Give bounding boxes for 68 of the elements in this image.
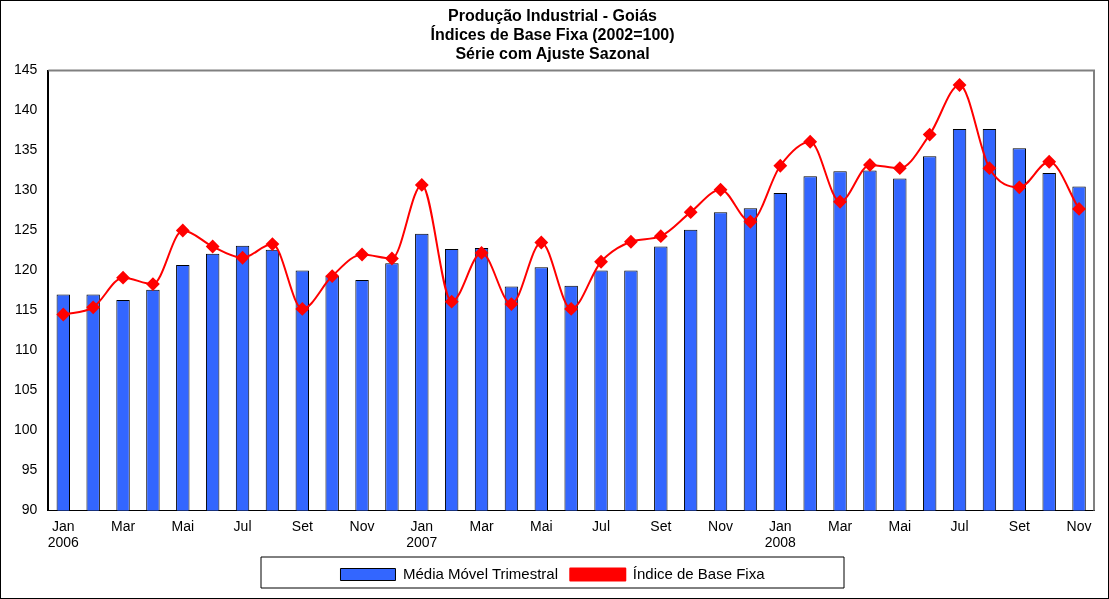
point — [654, 229, 668, 243]
y-tick-label: 130 — [14, 181, 38, 198]
point — [923, 128, 937, 142]
point — [982, 161, 996, 175]
x-tick-label: Jan 2007 — [406, 517, 438, 551]
point — [1012, 180, 1026, 194]
x-tick-label: Mar — [828, 517, 853, 534]
x-tick-label: Mai — [530, 517, 553, 534]
y-tick-label: 105 — [14, 381, 38, 398]
point — [415, 178, 429, 192]
x-tick-label: Jul — [233, 517, 252, 534]
point — [893, 161, 907, 175]
y-tick-label: 140 — [14, 101, 38, 118]
point — [116, 271, 130, 285]
point — [803, 135, 817, 149]
x-tick-label: Mar — [110, 517, 136, 534]
point — [714, 183, 728, 197]
point — [295, 302, 309, 316]
point — [146, 277, 160, 291]
x-tick-label: Jul — [950, 517, 969, 534]
y-tick-label: 100 — [14, 421, 38, 438]
point — [624, 235, 638, 249]
point — [475, 246, 489, 260]
chart-title: Produção Industrial - Goiás Índices de Base Fixa (2002=100) Série com Ajuste Sazonal — [430, 7, 675, 63]
point — [176, 224, 190, 238]
point — [206, 240, 220, 254]
point — [594, 255, 608, 269]
point — [265, 237, 279, 251]
y-tick-label: 145 — [14, 61, 38, 78]
point — [863, 158, 877, 172]
y-tick-label: 120 — [14, 261, 38, 278]
point — [743, 215, 757, 229]
x-tick-label: Nov — [349, 517, 375, 534]
x-tick-label: Jan 2008 — [764, 517, 797, 551]
point — [504, 297, 518, 311]
point — [236, 251, 250, 265]
y-tick-label: 90 — [21, 501, 38, 518]
y-tick-label: 110 — [15, 341, 38, 358]
point — [773, 159, 787, 173]
point — [953, 78, 967, 92]
y-tick-label: 95 — [21, 461, 38, 478]
y-tick-label: 115 — [15, 301, 38, 318]
point — [1042, 155, 1056, 169]
point — [534, 236, 548, 250]
x-tick-label: Jan 2006 — [47, 517, 80, 551]
point — [86, 300, 100, 314]
x-tick-label: Nov — [1066, 517, 1092, 534]
x-tick-label: Mar — [469, 517, 494, 534]
x-tick-label: Set — [1008, 517, 1030, 534]
point — [445, 295, 459, 309]
x-tick-label: Jul — [592, 517, 611, 534]
x-tick-label: Mai — [888, 517, 912, 534]
point — [385, 252, 399, 266]
point — [564, 302, 578, 316]
y-tick-label: 125 — [14, 221, 38, 238]
x-tick-label: Set — [291, 517, 313, 534]
point — [833, 195, 847, 209]
point — [684, 205, 698, 219]
legend-label: Índice de Base Fixa — [632, 564, 766, 582]
point — [1072, 202, 1086, 216]
point — [56, 307, 70, 321]
x-tick-label: Mai — [171, 517, 195, 534]
y-tick-label: 135 — [14, 141, 38, 158]
x-tick-label: Set — [650, 517, 672, 534]
legend-label: Média Móvel Trimestral — [402, 564, 559, 582]
point — [325, 269, 339, 283]
point — [355, 248, 369, 262]
x-tick-label: Nov — [708, 517, 734, 534]
